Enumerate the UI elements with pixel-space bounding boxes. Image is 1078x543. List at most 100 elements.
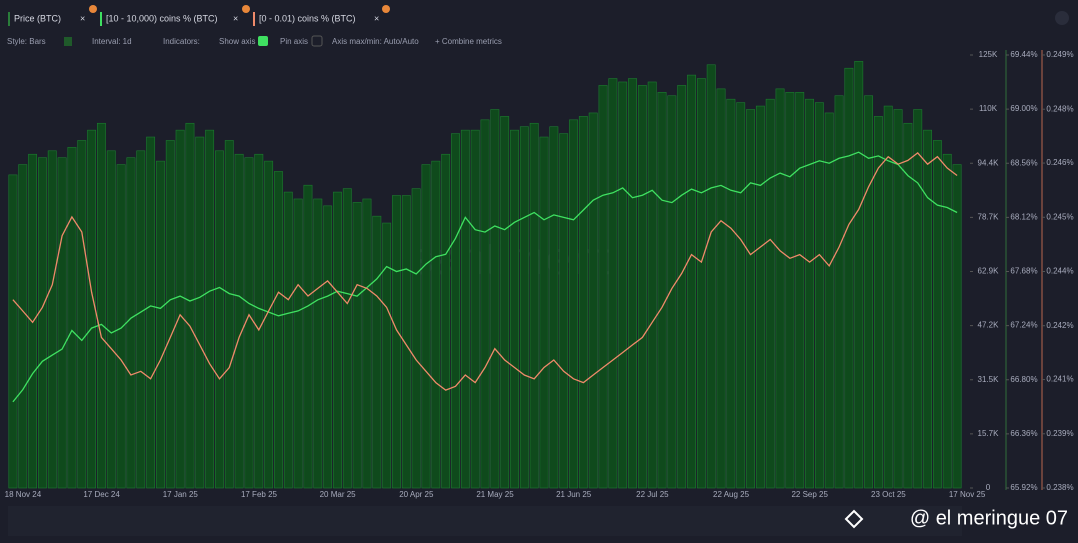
bar xyxy=(559,133,569,489)
bar xyxy=(342,188,352,489)
legend-swatch xyxy=(253,12,255,26)
bar xyxy=(667,95,677,489)
bar xyxy=(67,147,77,489)
bar xyxy=(687,74,696,489)
bar xyxy=(136,150,146,489)
bar xyxy=(647,81,657,489)
bar xyxy=(195,136,205,489)
close-icon[interactable]: × xyxy=(80,13,85,23)
legend-entry[interactable]: Price (BTC) xyxy=(14,13,61,23)
bar xyxy=(431,160,441,489)
bar xyxy=(598,85,608,489)
x-tick-label: 17 Nov 25 xyxy=(949,490,986,499)
x-tick-label: 23 Oct 25 xyxy=(871,490,906,499)
legend-entry[interactable]: [10 - 10,000) coins % (BTC) xyxy=(106,13,218,23)
bar xyxy=(362,198,372,489)
bar xyxy=(116,164,126,489)
bar xyxy=(460,129,470,489)
color-picker[interactable] xyxy=(64,37,72,46)
settings-button[interactable] xyxy=(1055,11,1069,25)
close-icon[interactable]: × xyxy=(374,13,379,23)
y-tick-label: 47.2K xyxy=(978,321,1000,330)
line xyxy=(12,151,958,403)
bar xyxy=(775,88,785,489)
interval-select[interactable]: Interval: 1d xyxy=(92,37,132,46)
y3-tick-label: 0.242% xyxy=(1046,321,1073,330)
axis-minmax-select[interactable]: Axis max/min: Auto/Auto xyxy=(332,37,419,46)
bar xyxy=(224,140,234,489)
legend-swatch xyxy=(100,12,102,26)
show-axis-label: Show axis xyxy=(219,37,255,46)
legend-entry[interactable]: [0 - 0.01) coins % (BTC) xyxy=(259,13,356,23)
bar xyxy=(274,171,283,489)
y3-tick-label: 0.248% xyxy=(1046,104,1073,113)
bar xyxy=(234,153,244,489)
bar xyxy=(657,91,667,489)
y-tick-label: 94.4K xyxy=(978,158,1000,167)
bar xyxy=(205,129,215,489)
bar xyxy=(77,140,87,489)
bar xyxy=(736,102,746,489)
bar xyxy=(677,85,687,489)
bar xyxy=(323,205,333,489)
bar xyxy=(264,160,274,489)
bar xyxy=(814,102,824,489)
y3-tick-label: 0.239% xyxy=(1046,429,1073,438)
y3-tick-label: 0.245% xyxy=(1046,212,1073,221)
bar xyxy=(156,160,165,489)
x-tick-label: 20 Mar 25 xyxy=(320,490,357,499)
x-tick-label: 21 Jun 25 xyxy=(556,490,592,499)
y-tick-label: 62.9K xyxy=(978,267,1000,276)
y-tick-label: 110K xyxy=(979,104,998,113)
bar xyxy=(569,119,578,489)
close-icon[interactable]: × xyxy=(233,13,238,23)
bar xyxy=(37,157,47,489)
bar xyxy=(873,116,883,489)
bar xyxy=(411,188,421,489)
style-select[interactable]: Style: Bars xyxy=(7,37,46,46)
bar xyxy=(441,153,451,489)
bar xyxy=(785,91,795,489)
pin-axis-checkbox[interactable] xyxy=(311,35,323,47)
bar xyxy=(903,122,913,489)
y2-tick-label: 67.24% xyxy=(1010,321,1037,330)
badge xyxy=(242,5,250,13)
bar xyxy=(952,164,962,489)
bar xyxy=(755,105,765,489)
bar xyxy=(490,109,500,489)
show-axis-checkbox[interactable] xyxy=(258,36,268,46)
bar xyxy=(283,191,293,489)
y-tick-label: 15.7K xyxy=(978,429,1000,438)
bar xyxy=(923,129,933,489)
x-tick-label: 22 Jul 25 xyxy=(636,490,669,499)
bar xyxy=(293,198,303,489)
bar xyxy=(500,116,510,489)
combine-metrics[interactable]: + Combine metrics xyxy=(435,37,502,46)
x-tick-label: 21 May 25 xyxy=(476,490,514,499)
bar xyxy=(824,112,834,489)
bar xyxy=(549,126,559,489)
bar xyxy=(716,88,726,489)
y3-tick-label: 0.244% xyxy=(1046,267,1073,276)
navigator[interactable] xyxy=(8,506,962,536)
x-tick-label: 22 Sep 25 xyxy=(791,490,828,499)
watermark: @ el meringue 07 xyxy=(910,507,1068,529)
y2-tick-label: 65.92% xyxy=(1010,483,1037,492)
bar xyxy=(618,81,628,489)
bar xyxy=(883,105,893,489)
bar xyxy=(303,184,313,489)
bar xyxy=(372,215,382,489)
y2-tick-label: 67.68% xyxy=(1010,267,1037,276)
bar xyxy=(893,109,903,489)
bar xyxy=(746,109,755,489)
badge xyxy=(382,5,390,13)
bar xyxy=(765,98,775,489)
bar xyxy=(57,157,67,489)
x-tick-label: 17 Jan 25 xyxy=(163,490,199,499)
indicators-select[interactable]: Indicators: xyxy=(163,37,200,46)
bar xyxy=(844,67,854,489)
badge xyxy=(89,5,97,13)
bar xyxy=(421,164,431,489)
bar xyxy=(352,202,362,489)
